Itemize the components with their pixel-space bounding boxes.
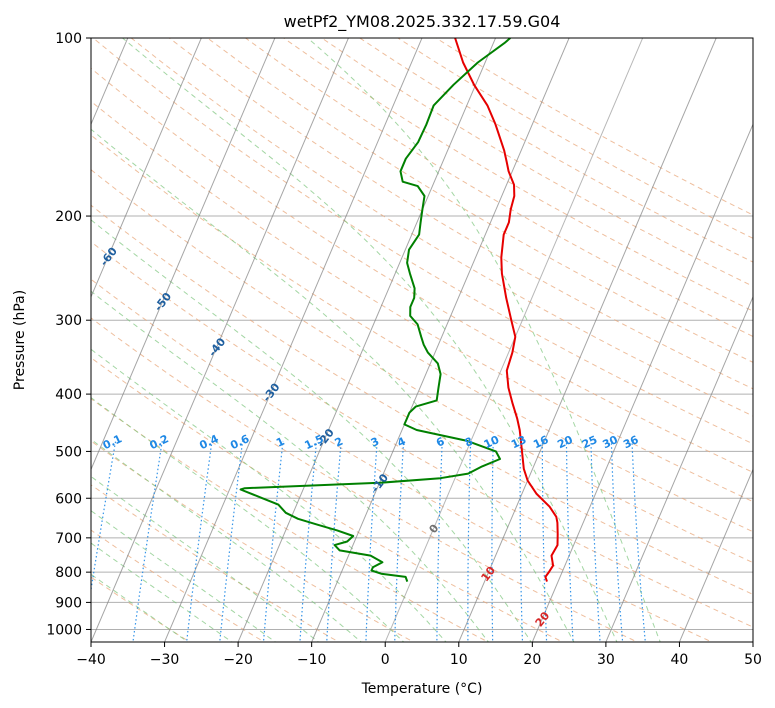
y-tick-label: 100	[55, 31, 82, 47]
dry-adiabat	[91, 241, 753, 628]
dry-adiabat	[245, 38, 753, 338]
y-tick-label: 800	[55, 565, 82, 581]
isotherm-line	[678, 468, 753, 642]
mixing-ratio-label: 10	[482, 433, 502, 451]
chart-title: wetPf2_YM08.2025.332.17.59.G04	[284, 12, 561, 32]
dry-adiabat	[168, 38, 753, 390]
isotherm-line	[531, 123, 753, 642]
isotherm-line	[752, 640, 753, 642]
mixing-ratio-line	[299, 440, 318, 642]
green-profile-line	[239, 38, 511, 582]
isotherm-line	[311, 38, 570, 642]
y-tick-label: 1000	[46, 622, 82, 638]
mixing-ratio-line	[565, 440, 574, 642]
x-tick-label: −10	[297, 652, 327, 668]
mixing-ratio-line	[610, 440, 624, 642]
isotherm-line	[91, 38, 276, 471]
x-tick-label: 50	[744, 652, 762, 668]
mixing-ratio-line	[590, 440, 601, 642]
isotherm-line	[384, 38, 644, 642]
red-profile-line	[454, 38, 559, 582]
dry-adiabat	[321, 38, 753, 287]
y-tick-label: 900	[55, 595, 82, 611]
mixing-ratio-label: 36	[621, 433, 641, 451]
y-tick-label: 500	[55, 444, 82, 460]
dry-adiabat	[91, 398, 490, 642]
dry-adiabat	[91, 67, 753, 473]
mixing-ratio-line	[394, 440, 405, 642]
x-tick-label: −20	[223, 652, 253, 668]
moist-adiabat	[91, 573, 190, 642]
mixing-ratio-line	[436, 440, 443, 642]
x-axis: −40 −30 −20 −10 0 10 20 30 40 50	[76, 642, 762, 668]
mixing-ratio-label: 16	[531, 433, 551, 451]
x-axis-title: Temperature (°C)	[361, 681, 483, 697]
mixing-ratio-line	[326, 440, 342, 642]
y-tick-label: 600	[55, 491, 82, 507]
mixing-ratio-line	[219, 440, 244, 642]
dry-adiabat	[130, 38, 753, 417]
dry-adiabat	[91, 204, 753, 595]
x-tick-label: −30	[150, 652, 180, 668]
y-tick-label: 300	[55, 313, 82, 329]
isotherm-line	[91, 38, 202, 299]
dry-adiabat	[91, 357, 564, 642]
mixing-ratio-label: 13	[509, 433, 528, 451]
moist-adiabat	[91, 128, 575, 642]
isotherm-line	[164, 38, 423, 642]
mixing-ratio-label: 20	[555, 433, 575, 451]
isotherm-line	[237, 38, 497, 642]
mixing-ratio-line	[491, 440, 494, 642]
y-tick-label: 700	[55, 531, 82, 547]
mixing-ratio-label: 30	[601, 433, 621, 451]
y-tick-label: 200	[55, 209, 82, 225]
mixing-ratio-line	[631, 440, 646, 642]
isotherm-line	[458, 38, 717, 642]
x-tick-label: −40	[76, 652, 106, 668]
moist-adiabat	[91, 475, 320, 642]
moist-adiabat	[91, 219, 532, 642]
isotherm-line	[0, 25, 60, 645]
moist-adiabat	[122, 38, 618, 642]
dry-adiabat	[91, 100, 753, 503]
x-tick-label: 20	[523, 652, 541, 668]
y-axis-title: Pressure (hPa)	[12, 290, 28, 390]
background-lines	[0, 25, 753, 645]
x-tick-label: 30	[597, 652, 615, 668]
mixing-ratio-line	[365, 440, 378, 642]
isotherm-line	[605, 295, 753, 642]
x-tick-label: 40	[671, 652, 689, 668]
x-tick-label: 0	[381, 652, 390, 668]
mixing-ratio-line	[519, 440, 524, 642]
mixing-ratio-line	[132, 440, 163, 642]
moist-adiabat	[307, 38, 661, 642]
moist-adiabat	[91, 290, 490, 642]
mixing-ratio-line	[467, 440, 472, 642]
y-axis: 100 200 300 400 500 600 700 800 900 1000	[46, 31, 91, 638]
plot-frame	[90, 37, 754, 643]
isotherm-line	[91, 38, 349, 642]
dry-adiabat	[91, 484, 340, 642]
mixing-ratio-line	[185, 440, 213, 642]
dry-adiabat	[92, 38, 753, 445]
moist-adiabat	[91, 397, 405, 642]
series-layer	[239, 38, 559, 582]
moist-adiabat	[91, 438, 362, 642]
y-tick-label: 400	[55, 387, 82, 403]
moist-adiabat	[91, 542, 233, 642]
mixing-ratio-line	[262, 440, 284, 642]
moist-adiabat	[91, 348, 447, 642]
x-tick-label: 10	[450, 652, 468, 668]
mixing-ratio-line	[541, 440, 548, 642]
mixing-ratio-label: 25	[580, 433, 599, 451]
